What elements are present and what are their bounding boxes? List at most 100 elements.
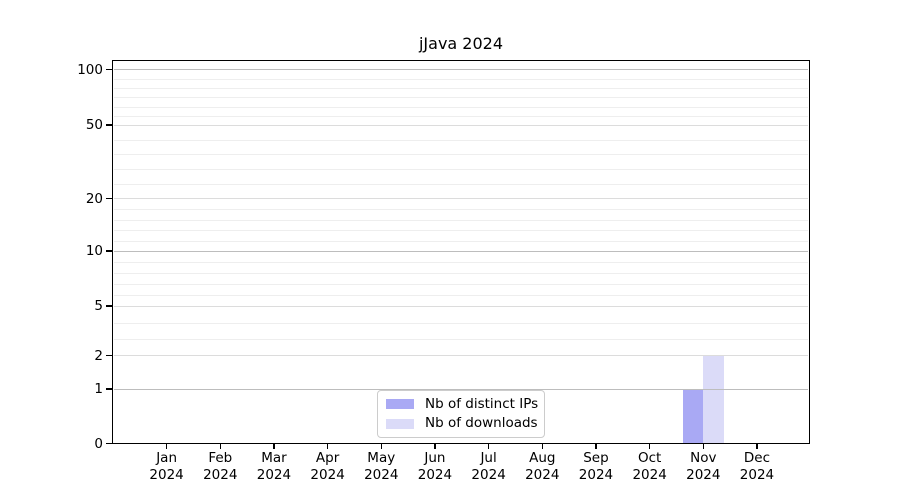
- gridline-minor: [114, 169, 808, 171]
- x-tick-label: Sep 2024: [568, 450, 624, 483]
- x-tick-mark: [326, 443, 329, 449]
- x-tick-label: Jul 2024: [461, 450, 517, 483]
- gridline-minor: [114, 139, 808, 141]
- x-tick-mark: [380, 443, 383, 449]
- x-tick-month: Jul: [480, 450, 497, 466]
- x-tick-year: 2024: [310, 466, 345, 483]
- gridline-minor: [114, 339, 808, 340]
- x-tick-mark: [487, 443, 490, 449]
- legend-item-downloads: Nb of downloads: [378, 415, 544, 432]
- x-tick-mark: [648, 443, 651, 449]
- x-tick-year: 2024: [149, 466, 184, 483]
- x-tick-label: Jan 2024: [139, 450, 195, 483]
- x-tick-month: Apr: [315, 450, 340, 466]
- y-tick-label: 1: [94, 381, 103, 397]
- gridline-minor: [114, 219, 808, 221]
- x-tick-mark: [165, 443, 168, 449]
- x-tick-month: Mar: [261, 450, 287, 466]
- gridline-major: [114, 250, 808, 252]
- x-tick-mark: [434, 443, 436, 449]
- x-tick-month: May: [367, 450, 396, 466]
- x-tick-label: Dec 2024: [729, 450, 785, 483]
- x-tick-year: 2024: [578, 466, 614, 483]
- gridline-minor: [114, 209, 808, 210]
- gridline-minor: [114, 106, 808, 108]
- x-tick-mark: [702, 443, 705, 449]
- y-tick-mark: [106, 305, 112, 307]
- x-tick-mark: [595, 443, 597, 449]
- y-tick-mark: [106, 354, 112, 357]
- legend-swatch-distinct-ips: [386, 399, 414, 410]
- x-tick-mark: [273, 443, 275, 449]
- y-tick-label: 20: [85, 190, 103, 207]
- x-tick-label: Aug 2024: [514, 450, 570, 483]
- y-tick-label: 0: [94, 435, 103, 452]
- gridline-minor: [114, 273, 808, 274]
- x-tick-month: Feb: [208, 450, 233, 466]
- gridline-minor: [114, 295, 808, 296]
- gridline-major: [114, 69, 808, 70]
- gridline-minor: [114, 97, 808, 99]
- gridline-minor: [114, 115, 808, 117]
- x-tick-mark: [541, 443, 544, 449]
- legend-label-distinct-ips: Nb of distinct IPs: [425, 395, 539, 412]
- x-tick-year: 2024: [417, 466, 453, 483]
- x-tick-year: 2024: [525, 466, 560, 483]
- x-tick-year: 2024: [203, 466, 238, 483]
- x-tick-year: 2024: [739, 466, 775, 483]
- x-tick-label: May 2024: [353, 450, 409, 483]
- y-tick-label: 50: [85, 117, 103, 133]
- y-tick-mark: [106, 124, 112, 126]
- bar-downloads: [703, 355, 724, 444]
- x-tick-year: 2024: [256, 466, 292, 483]
- x-tick-label: Apr 2024: [300, 450, 356, 483]
- x-tick-year: 2024: [364, 466, 399, 483]
- x-tick-label: Feb 2024: [192, 450, 248, 483]
- y-tick-label: 100: [77, 61, 103, 78]
- x-tick-year: 2024: [686, 466, 721, 483]
- x-tick-year: 2024: [471, 466, 506, 483]
- gridline-major: [114, 388, 808, 390]
- bar-distinct-ips: [682, 389, 704, 444]
- y-tick-mark: [106, 197, 112, 200]
- gridline-major: [114, 124, 808, 126]
- gridline-minor: [114, 230, 808, 231]
- legend-swatch-downloads: [386, 418, 414, 429]
- x-tick-month: Jun: [424, 450, 446, 466]
- x-tick-month: Sep: [583, 450, 609, 466]
- y-tick-label: 5: [94, 298, 103, 314]
- x-tick-label: Oct 2024: [622, 450, 678, 483]
- gridline-minor: [114, 322, 808, 324]
- y-tick-mark: [106, 388, 112, 390]
- y-tick-label: 10: [85, 243, 103, 259]
- gridline-major: [114, 198, 808, 199]
- gridline-major: [114, 355, 808, 356]
- gridline-minor: [114, 154, 808, 156]
- gridline-minor: [114, 183, 808, 185]
- x-tick-label: Nov 2024: [675, 450, 731, 483]
- gridline-minor: [114, 284, 808, 285]
- gridline-minor: [114, 88, 808, 89]
- x-tick-month: Aug: [529, 450, 556, 466]
- y-tick-mark: [106, 68, 112, 71]
- x-tick-mark: [219, 443, 222, 449]
- chart-title: jJava 2024: [418, 34, 504, 53]
- x-tick-label: Jun 2024: [407, 450, 463, 483]
- x-tick-year: 2024: [632, 466, 667, 483]
- x-tick-month: Dec: [743, 450, 771, 466]
- x-tick-label: Mar 2024: [246, 450, 302, 483]
- legend: Nb of distinct IPs Nb of downloads: [377, 390, 545, 438]
- y-tick-mark: [106, 250, 112, 252]
- x-tick-month: Nov: [690, 450, 717, 466]
- gridline-minor: [114, 78, 808, 80]
- x-tick-mark: [756, 443, 758, 449]
- gridline-major: [114, 305, 808, 307]
- gridline-minor: [114, 262, 808, 263]
- legend-label-downloads: Nb of downloads: [425, 415, 538, 432]
- legend-item-distinct-ips: Nb of distinct IPs: [378, 396, 544, 413]
- x-tick-month: Jan: [156, 450, 177, 466]
- gridline-minor: [114, 240, 808, 242]
- y-tick-label: 2: [94, 347, 103, 364]
- x-tick-month: Oct: [637, 450, 662, 466]
